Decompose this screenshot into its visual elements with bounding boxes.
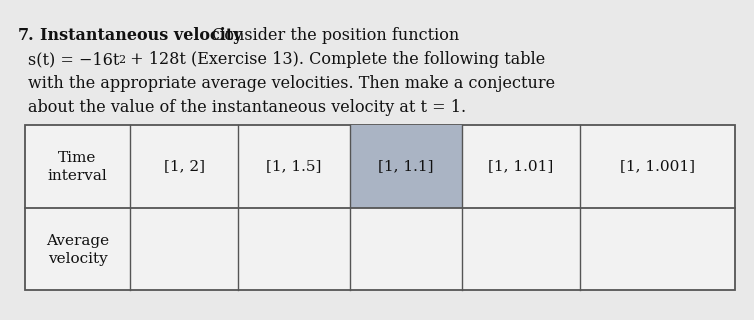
Text: [1, 1.001]: [1, 1.001] xyxy=(620,159,695,173)
Text: [1, 2]: [1, 2] xyxy=(164,159,204,173)
Text: [1, 1.5]: [1, 1.5] xyxy=(266,159,322,173)
Text: [1, 1.1]: [1, 1.1] xyxy=(379,159,434,173)
Text: [1, 1.01]: [1, 1.01] xyxy=(489,159,553,173)
Text: Consider the position function: Consider the position function xyxy=(207,27,459,44)
Text: 2: 2 xyxy=(118,55,125,65)
Text: s(t) = −16t: s(t) = −16t xyxy=(28,51,119,68)
Text: about the value of the instantaneous velocity at t = 1.: about the value of the instantaneous vel… xyxy=(28,99,466,116)
Text: Average: Average xyxy=(46,234,109,248)
Text: velocity: velocity xyxy=(48,252,107,266)
Bar xyxy=(25,125,735,290)
Text: 7.: 7. xyxy=(18,27,35,44)
Text: interval: interval xyxy=(48,169,107,183)
Text: Time: Time xyxy=(58,151,97,165)
Bar xyxy=(350,125,462,207)
Text: + 128t (Exercise 13). Complete the following table: + 128t (Exercise 13). Complete the follo… xyxy=(125,51,545,68)
Text: with the appropriate average velocities. Then make a conjecture: with the appropriate average velocities.… xyxy=(28,75,555,92)
Text: Instantaneous velocity: Instantaneous velocity xyxy=(40,27,242,44)
